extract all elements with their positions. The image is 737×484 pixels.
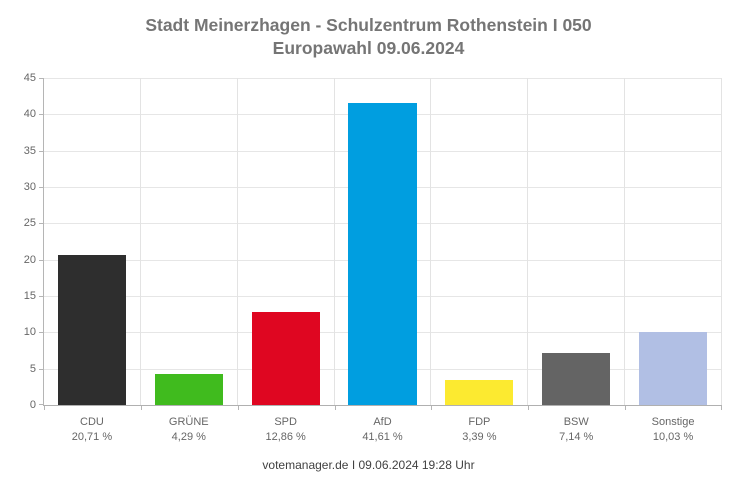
x-axis-tick-mark: [625, 406, 627, 410]
party-name-label: AfD: [373, 416, 392, 428]
x-axis-tick-mark: [237, 406, 239, 410]
x-axis-tick-mark: [334, 406, 336, 410]
category-label-sonstige: Sonstige 10,03 %: [621, 415, 725, 445]
bar-column-afd: AfD 41,61 %: [335, 78, 432, 443]
bar-spd: [251, 311, 320, 405]
chart-title-line1: Stadt Meinerzhagen - Schulzentrum Rothen…: [145, 15, 592, 35]
bar-cdu: [57, 254, 126, 405]
party-percent-label: 20,71 %: [71, 431, 113, 443]
party-name-label: BSW: [563, 416, 589, 428]
x-axis-tick-mark: [431, 406, 433, 410]
x-axis-tick-mark: [528, 406, 530, 410]
party-percent-label: 12,86 %: [265, 431, 306, 443]
category-label-spd: SPD 12,86 %: [234, 415, 338, 445]
bar-fdp: [445, 380, 514, 405]
category-label-grune: GRÜNE 4,29 %: [137, 415, 241, 445]
party-name-label: Sonstige: [651, 416, 695, 428]
y-axis-tick-label: 20: [23, 253, 36, 266]
y-axis-tick-label: 10: [23, 326, 36, 339]
category-label-cdu: CDU 20,71 %: [40, 415, 144, 445]
y-axis-tick-label: 45: [23, 72, 36, 84]
bar-column-cdu: CDU 20,71 %: [44, 78, 141, 443]
party-name-label: GRÜNE: [168, 416, 209, 428]
bar-bsw: [542, 353, 611, 405]
bar-column-grune: GRÜNE 4,29 %: [141, 78, 238, 443]
y-axis-tick-label: 25: [23, 217, 36, 230]
party-name-label: SPD: [274, 416, 297, 428]
y-axis-tick-label: 40: [23, 108, 36, 121]
y-axis-tick-label: 30: [23, 181, 36, 194]
y-axis-tick-mark: [39, 296, 43, 298]
bar-grune: [154, 373, 223, 405]
footer-credit: votemanager.de I 09.06.2024 19:28 Uhr: [262, 458, 475, 472]
y-axis-tick-mark: [39, 187, 43, 189]
party-percent-label: 10,03 %: [652, 431, 694, 443]
y-axis-tick-mark: [39, 332, 43, 334]
plot-area: 0 5 10 15 20 25 30 35 40 45 CDU 20,71 % GRÜNE 4,29 %…: [24, 72, 723, 443]
bar-column-sonstige: Sonstige 10,03 %: [625, 78, 723, 443]
y-axis-tick-label: 5: [29, 362, 36, 375]
bars-layer: CDU 20,71 % GRÜNE 4,29 % SPD 12,86 % AfD 41,61 …: [44, 78, 723, 443]
h-gridline: [44, 78, 722, 79]
y-axis-tick-mark: [39, 259, 43, 261]
category-label-bsw: BSW 7,14 %: [524, 415, 628, 445]
y-axis-tick-mark: [39, 78, 43, 79]
x-axis-tick-mark: [140, 406, 142, 410]
party-name-label: FDP: [468, 416, 491, 428]
y-axis-tick-label: 15: [23, 290, 36, 303]
party-percent-label: 3,39 %: [462, 431, 497, 443]
y-axis-tick-mark: [39, 404, 43, 405]
party-percent-label: 7,14 %: [559, 431, 594, 443]
y-axis-tick-mark: [39, 223, 43, 225]
category-label-fdp: FDP 3,39 %: [427, 415, 531, 445]
bar-column-bsw: BSW 7,14 %: [528, 78, 626, 443]
bar-column-spd: SPD 12,86 %: [238, 78, 335, 443]
y-axis-tick-label: 35: [23, 144, 36, 157]
party-percent-label: 41,61 %: [362, 431, 403, 443]
x-axis-tick-mark: [44, 406, 45, 410]
y-axis-tick-mark: [39, 114, 43, 116]
y-axis-tick-label: 0: [29, 399, 36, 411]
party-name-label: CDU: [80, 416, 104, 428]
party-percent-label: 4,29 %: [171, 431, 206, 443]
bar-column-fdp: FDP 3,39 %: [431, 78, 529, 443]
y-axis-tick-mark: [39, 150, 43, 152]
bar-sonstige: [639, 332, 708, 405]
x-axis-tick-mark: [721, 406, 722, 410]
category-label-afd: AfD 41,61 %: [331, 415, 435, 445]
bar-afd: [348, 102, 417, 405]
chart-title-line2: Europawahl 09.06.2024: [272, 38, 465, 58]
y-axis-tick-mark: [39, 368, 43, 370]
chart-title: Stadt Meinerzhagen - Schulzentrum Rothen…: [0, 14, 737, 60]
